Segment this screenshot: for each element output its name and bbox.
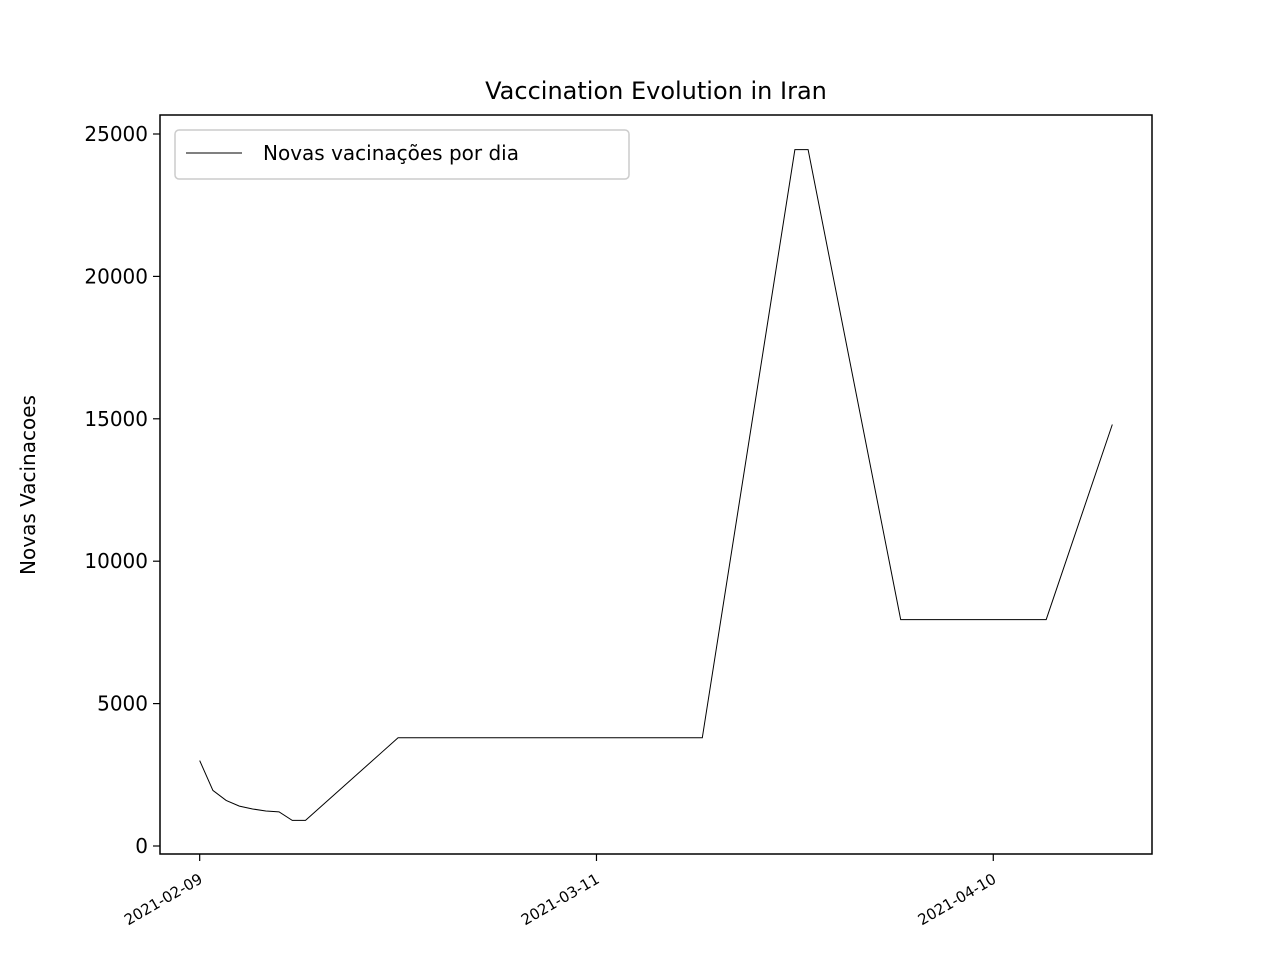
chart-title: Vaccination Evolution in Iran — [485, 77, 827, 105]
y-tick-label: 25000 — [84, 122, 148, 146]
y-tick-label: 5000 — [97, 692, 148, 716]
plot-frame — [159, 114, 1153, 855]
y-tick-label: 10000 — [84, 549, 148, 573]
legend-box — [174, 129, 630, 180]
data-line — [199, 149, 1113, 821]
y-tick-label: 15000 — [84, 407, 148, 431]
x-axis-label: Date — [632, 957, 680, 960]
y-tick-label: 0 — [135, 834, 148, 858]
legend-label: Novas vacinações por dia — [263, 141, 519, 165]
y-axis-label: Novas Vacinacoes — [16, 395, 40, 575]
y-tick-label: 20000 — [84, 264, 148, 288]
